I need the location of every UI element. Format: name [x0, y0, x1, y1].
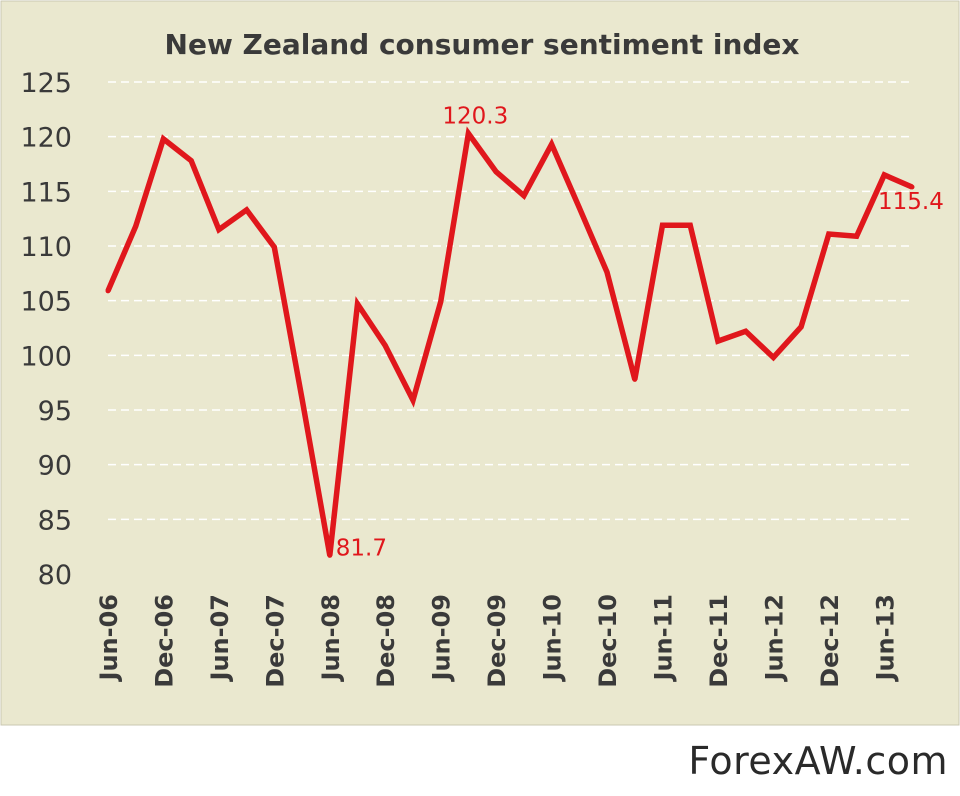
- x-tick-label: Jun-09: [428, 594, 456, 682]
- chart-title: New Zealand consumer sentiment index: [165, 28, 800, 61]
- x-tick-label: Dec-08: [372, 594, 400, 688]
- data-point: [188, 158, 194, 164]
- chart: New Zealand consumer sentiment index 80 8…: [0, 0, 960, 726]
- series-line: [105, 126, 914, 556]
- data-point: [160, 136, 166, 142]
- data-point: [549, 141, 555, 147]
- x-tick-label: Jun-13: [871, 594, 899, 682]
- data-point: [743, 328, 749, 334]
- data-point: [133, 223, 139, 229]
- data-point: [770, 355, 776, 361]
- x-tick-label: Dec-11: [705, 594, 733, 688]
- data-point: [576, 205, 582, 211]
- x-tick-label: Dec-09: [483, 594, 511, 688]
- chart-svg: New Zealand consumer sentiment index 808…: [0, 0, 960, 726]
- data-point: [299, 396, 305, 402]
- data-point: [798, 324, 804, 330]
- data-point: [659, 222, 665, 228]
- data-point: [216, 227, 222, 233]
- data-point: [826, 231, 832, 237]
- data-point: [881, 172, 887, 178]
- data-point: [410, 397, 416, 403]
- grid-lines: [108, 81, 912, 521]
- data-point: [271, 244, 277, 250]
- x-tick-label: Dec-10: [594, 594, 622, 688]
- y-tick-label: 80: [38, 560, 72, 591]
- chart-background: [0, 0, 960, 726]
- data-point: [493, 169, 499, 175]
- data-point: [438, 299, 444, 305]
- data-label: 115.4: [878, 189, 944, 215]
- watermark: ForexAW.com: [688, 739, 948, 783]
- data-label: 81.7: [336, 535, 387, 561]
- y-tick-label: 105: [20, 287, 72, 318]
- x-tick-label: Jun-06: [95, 594, 123, 682]
- data-point: [715, 338, 721, 344]
- x-tick-label: Jun-12: [760, 594, 788, 682]
- data-label: 120.3: [442, 103, 508, 129]
- data-point: [244, 207, 250, 213]
- y-tick-label: 125: [20, 68, 72, 99]
- y-tick-label: 110: [20, 232, 72, 263]
- x-tick-label: Jun-08: [317, 594, 345, 682]
- data-point: [632, 376, 638, 382]
- data-point: [327, 552, 333, 558]
- data-point: [465, 130, 471, 136]
- data-point: [687, 222, 693, 228]
- data-point: [909, 184, 915, 190]
- data-point: [105, 288, 111, 294]
- y-tick-label: 90: [38, 451, 72, 482]
- x-axis-ticks: Jun-06 Dec-06 Jun-07 Dec-07 Jun-08 Dec-08 Jun-…: [95, 594, 899, 688]
- x-tick-label: Dec-12: [816, 594, 844, 688]
- y-tick-label: 85: [38, 505, 72, 536]
- data-point: [521, 193, 527, 199]
- data-point: [854, 233, 860, 239]
- x-tick-label: Jun-11: [649, 594, 677, 682]
- annotations: 81.7 120.3 115.4: [336, 103, 944, 561]
- data-point: [355, 301, 361, 307]
- y-tick-label: 100: [20, 341, 72, 372]
- series-layer: [105, 126, 915, 558]
- data-point: [382, 342, 388, 348]
- y-tick-label: 95: [38, 396, 72, 427]
- data-point: [604, 269, 610, 275]
- y-tick-label: 120: [20, 123, 72, 154]
- x-tick-label: Dec-06: [150, 594, 178, 688]
- x-tick-label: Dec-07: [261, 594, 289, 688]
- y-tick-label: 115: [20, 177, 72, 208]
- x-tick-label: Jun-07: [206, 594, 234, 682]
- y-axis-ticks: 80 85 90 95 100 105 110 115 120 125: [20, 68, 72, 591]
- x-tick-label: Jun-10: [539, 594, 567, 682]
